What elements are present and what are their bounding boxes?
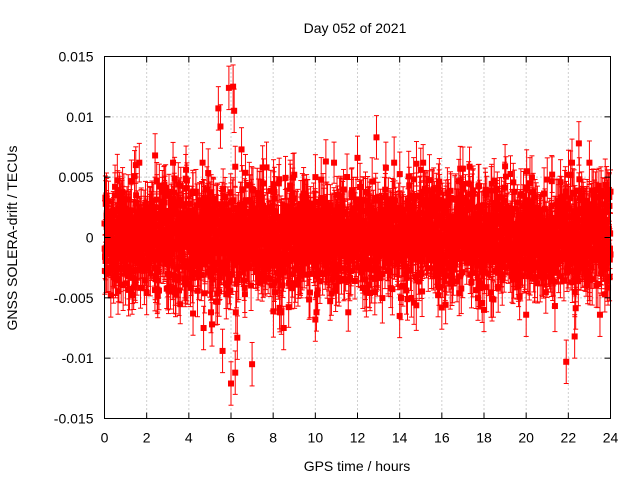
point-marker <box>105 270 112 277</box>
point-marker <box>152 240 159 247</box>
point-marker <box>148 256 155 263</box>
point-marker <box>132 280 139 287</box>
point-marker <box>171 175 178 182</box>
point-marker <box>170 195 177 202</box>
point-marker <box>114 177 121 184</box>
point-marker <box>241 291 248 298</box>
point-marker <box>156 183 163 190</box>
point-marker <box>129 215 136 222</box>
point-marker <box>199 159 206 166</box>
point-marker <box>155 287 162 294</box>
point-marker <box>170 285 177 292</box>
point-marker <box>183 166 190 173</box>
point-marker <box>136 159 143 166</box>
point-marker <box>130 284 137 291</box>
point-marker <box>192 188 199 195</box>
point-marker <box>232 163 239 170</box>
point-marker <box>227 287 234 294</box>
point-marker <box>119 208 126 215</box>
point-marker <box>128 178 135 185</box>
point-marker <box>171 245 178 252</box>
point-marker <box>120 195 127 202</box>
point-marker <box>148 212 155 219</box>
point-marker <box>144 265 151 272</box>
point-marker <box>113 257 120 264</box>
point-marker <box>260 180 267 187</box>
data-layer <box>101 64 614 406</box>
point-marker <box>137 284 144 291</box>
point-marker <box>232 309 239 316</box>
point-marker <box>167 288 174 295</box>
data-point <box>128 159 135 203</box>
point-marker <box>132 276 139 283</box>
point-marker <box>117 264 124 271</box>
data-point <box>136 142 143 183</box>
point-marker <box>141 277 148 284</box>
point-marker <box>110 212 117 219</box>
chart-title: Day 052 of 2021 <box>304 20 407 36</box>
point-marker <box>158 204 165 211</box>
point-marker <box>132 162 139 169</box>
point-marker <box>129 291 136 298</box>
point-marker <box>127 212 134 219</box>
point-marker <box>128 256 135 263</box>
point-marker <box>177 301 184 308</box>
point-marker <box>130 250 137 257</box>
point-marker <box>149 197 156 204</box>
point-marker <box>161 256 168 263</box>
point-marker <box>109 217 116 224</box>
point-marker <box>162 184 169 191</box>
point-marker <box>142 257 149 264</box>
point-marker <box>208 309 215 316</box>
point-marker <box>175 273 182 280</box>
point-marker <box>114 187 121 194</box>
point-marker <box>170 159 177 166</box>
point-marker <box>276 176 283 183</box>
point-marker <box>131 173 138 180</box>
point-marker <box>126 285 133 292</box>
point-marker <box>134 266 141 273</box>
point-marker <box>150 205 157 212</box>
point-marker <box>140 238 147 245</box>
point-marker <box>125 216 132 223</box>
point-marker <box>248 282 255 289</box>
point-marker <box>115 277 122 284</box>
point-marker <box>161 199 168 206</box>
point-marker <box>155 277 162 284</box>
point-marker <box>201 290 208 297</box>
point-marker <box>154 251 161 258</box>
